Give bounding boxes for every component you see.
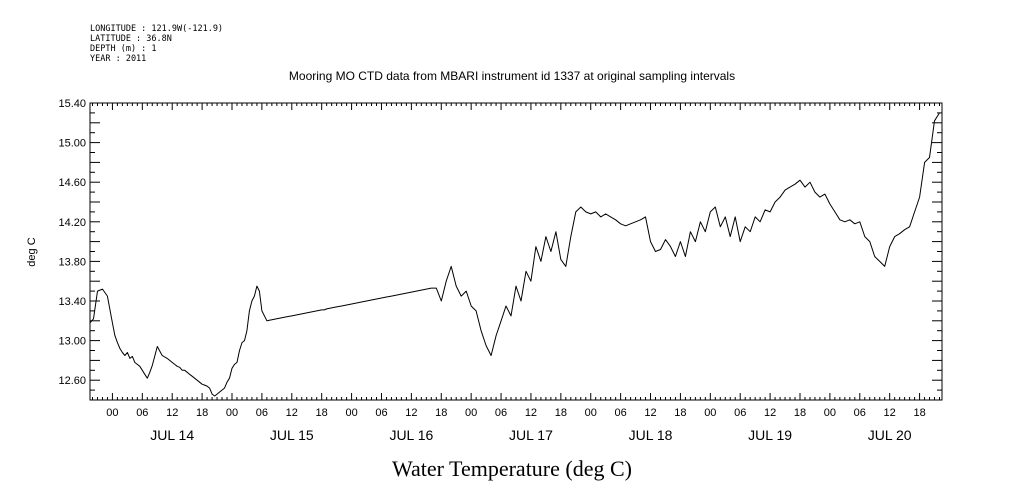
- x-day-label: JUL 19: [748, 427, 792, 443]
- y-tick-label: 13.40: [58, 296, 86, 308]
- x-hour-tick-label: 00: [465, 407, 477, 419]
- plot-frame: [89, 102, 943, 401]
- x-hour-tick-label: 18: [794, 407, 806, 419]
- x-day-label: JUL 20: [868, 427, 912, 443]
- x-hour-tick-label: 18: [674, 407, 686, 419]
- x-hour-tick-label: 06: [854, 407, 866, 419]
- y-axis-label: deg C: [26, 237, 38, 266]
- temperature-series-line: [89, 112, 940, 397]
- x-hour-tick-label: 00: [345, 407, 357, 419]
- chart-title: Mooring MO CTD data from MBARI instrumen…: [289, 69, 735, 83]
- y-tick-label: 13.80: [58, 256, 86, 268]
- latitude-label: LATITUDE : 36.8N: [90, 34, 172, 44]
- x-hour-tick-label: 18: [196, 407, 208, 419]
- axes: 00 06 12 18 00 06 12 18 00 06 12 18 00 06 12 18 00 06 12 18…: [58, 98, 942, 443]
- y-tick-label: 12.60: [58, 375, 86, 387]
- y-tick-label: 15.40: [58, 98, 86, 110]
- x-hour-tick-label: 12: [764, 407, 776, 419]
- x-hour-tick-label: 06: [136, 407, 148, 419]
- x-hour-tick-label: 00: [704, 407, 716, 419]
- x-hour-tick-label: 12: [644, 407, 656, 419]
- metadata-block: LONGITUDE : 121.9W(-121.9) LATITUDE : 36…: [90, 24, 223, 64]
- x-hour-tick-label: 18: [555, 407, 567, 419]
- longitude-label: LONGITUDE : 121.9W(-121.9): [90, 24, 223, 34]
- x-hour-tick-label: 06: [256, 407, 268, 419]
- year-label: YEAR : 2011: [90, 54, 146, 64]
- series-layer: [89, 112, 940, 397]
- y-tick-label: 14.60: [58, 177, 86, 189]
- x-hour-tick-label: 18: [435, 407, 447, 419]
- x-day-label: JUL 15: [270, 427, 314, 443]
- y-tick-label: 13.00: [58, 336, 86, 348]
- x-day-label: JUL 18: [629, 427, 673, 443]
- depth-label: DEPTH (m) : 1: [90, 44, 157, 54]
- x-hour-tick-label: 12: [405, 407, 417, 419]
- x-hour-tick-label: 18: [913, 407, 925, 419]
- x-hour-tick-label: 06: [495, 407, 507, 419]
- x-hour-tick-label: 00: [106, 407, 118, 419]
- x-hour-tick-label: 06: [375, 407, 387, 419]
- x-hour-tick-label: 00: [585, 407, 597, 419]
- y-tick-label: 15.00: [58, 138, 86, 150]
- x-day-label: JUL 14: [150, 427, 194, 443]
- x-hour-tick-label: 12: [286, 407, 298, 419]
- x-hour-tick-label: 00: [226, 407, 238, 419]
- x-day-label: JUL 16: [389, 427, 433, 443]
- x-hour-tick-label: 12: [166, 407, 178, 419]
- x-hour-tick-label: 18: [316, 407, 328, 419]
- x-hour-tick-label: 06: [734, 407, 746, 419]
- x-hour-tick-label: 12: [525, 407, 537, 419]
- y-tick-label: 14.20: [58, 217, 86, 229]
- x-hour-tick-label: 12: [884, 407, 896, 419]
- x-axis-label: Water Temperature (deg C): [392, 456, 632, 481]
- x-hour-tick-label: 06: [615, 407, 627, 419]
- x-day-label: JUL 17: [509, 427, 553, 443]
- x-hour-tick-label: 00: [824, 407, 836, 419]
